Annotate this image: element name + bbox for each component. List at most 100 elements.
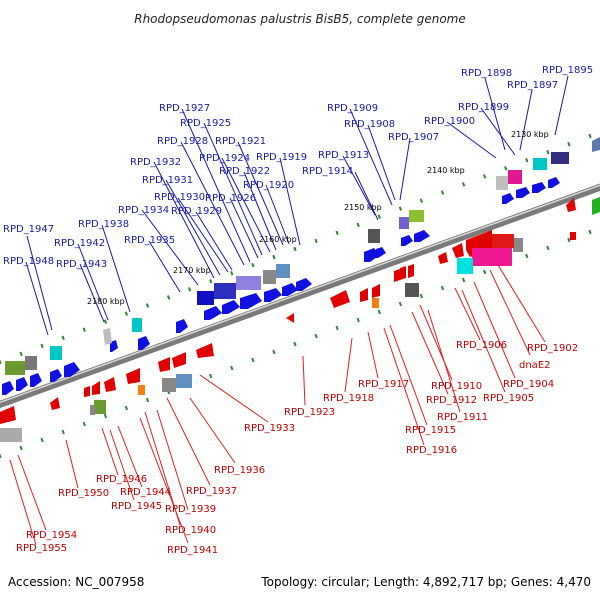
gene-label[interactable]: RPD_1907 [388,132,439,143]
gene-label[interactable]: RPD_1927 [159,103,210,114]
gene-label[interactable]: RPD_1905 [483,393,534,404]
gene-label[interactable]: RPD_1929 [171,206,222,217]
gene-lower [0,428,22,442]
gene-upper [414,230,430,242]
gene-upper [368,229,380,243]
lower-gene-labels: RPD_1902 dnaE2 RPD_1904 RPD_1905 RPD_190… [16,340,578,556]
gene-label[interactable]: RPD_1923 [284,407,335,418]
gene-lower [372,298,379,308]
track-dot [230,365,234,371]
gene-label[interactable]: RPD_1906 [456,340,507,351]
gene-lower [94,400,106,414]
gene-label[interactable]: RPD_1944 [120,487,171,498]
track-dot [293,246,297,252]
track-dot [335,230,339,236]
gene-label[interactable]: RPD_1930 [154,192,205,203]
track-dot [82,327,86,332]
gene-label[interactable]: RPD_1934 [118,205,169,216]
gene-lower [570,232,576,240]
gene-label[interactable]: RPD_1919 [256,152,307,163]
kbp-tick-label: 2170 kbp [173,266,211,275]
track-dot [419,198,424,203]
gene-label[interactable]: RPD_1942 [54,238,105,249]
gene-lower [172,352,186,368]
gene-label[interactable]: RPD_1928 [157,136,208,147]
gene-label[interactable]: RPD_1924 [199,153,250,164]
gene-label[interactable]: RPD_1921 [215,136,266,147]
gene-upper [551,152,569,164]
track-dot [40,343,44,349]
gene-upper [2,381,14,395]
gene-label[interactable]: RPD_1946 [96,474,147,485]
gene-label[interactable]: RPD_1913 [318,150,369,161]
gene-label[interactable]: RPD_1926 [205,193,256,204]
gene-label[interactable]: RPD_1911 [437,412,488,423]
gene-label[interactable]: RPD_1931 [142,175,193,186]
kbp-tick-label: 2150 kbp [344,203,382,212]
gene-label[interactable]: RPD_1955 [16,543,67,554]
gene-label[interactable]: RPD_1935 [124,235,175,246]
gene-lower [330,290,350,308]
gene-upper [236,276,261,290]
gene-label[interactable]: RPD_1897 [507,80,558,91]
gene-label[interactable]: RPD_1899 [458,102,509,113]
gene-label[interactable]: RPD_1918 [323,393,374,404]
track-dot [40,437,44,443]
gene-upper [516,187,530,198]
gene-label[interactable]: RPD_1898 [461,68,512,79]
gene-label[interactable]: RPD_1925 [180,118,231,129]
gene-label[interactable]: RPD_1909 [327,103,378,114]
gene-upper [399,217,409,229]
gene-label[interactable]: RPD_1941 [167,545,218,556]
track-dot [272,254,276,260]
track-dot [251,262,255,268]
gene-label[interactable]: RPD_1940 [165,525,216,536]
gene-label[interactable]: RPD_1943 [56,259,107,270]
track-dot [61,429,65,435]
gene-upper [282,283,298,296]
gene-label[interactable]: RPD_1914 [302,166,353,177]
upper-gene-labels: RPD_1895 RPD_1897 RPD_1898 RPD_1899 RPD_… [3,65,593,270]
gene-upper [533,158,547,170]
gene-label[interactable]: RPD_1915 [405,425,456,436]
gene-label[interactable]: RPD_1937 [186,486,237,497]
gene-label[interactable]: RPD_1916 [406,445,457,456]
gene-lower [405,283,419,297]
kbp-tick-label: 2160 kbp [259,235,297,244]
gene-label[interactable]: RPD_1947 [3,224,54,235]
gene-label[interactable]: RPD_1917 [358,379,409,390]
gene-label[interactable]: RPD_1910 [431,381,482,392]
gene-label[interactable]: RPD_1936 [214,465,265,476]
gene-label[interactable]: RPD_1945 [111,501,162,512]
track-dot [209,279,213,284]
gene-label[interactable]: RPD_1933 [244,423,295,434]
gene-label[interactable]: RPD_1922 [219,166,270,177]
track-dot [230,270,234,276]
gene-label[interactable]: RPD_1908 [344,119,395,130]
gene-label[interactable]: RPD_1932 [130,157,181,168]
gene-label[interactable]: RPD_1902 [527,343,578,354]
track-dot [440,190,445,195]
track-dot [145,303,150,308]
gene-label[interactable]: RPD_1948 [3,256,54,267]
gene-label[interactable]: RPD_1904 [503,379,554,390]
gene-label[interactable]: RPD_1912 [426,395,477,406]
gene-label[interactable]: RPD_1900 [424,116,475,127]
track-dot [482,174,487,179]
gene-label[interactable]: RPD_1920 [243,180,294,191]
kbp-tick-label: 2140 kbp [427,166,465,175]
gene-label[interactable]: dnaE2 [519,360,551,371]
gene-label[interactable]: RPD_1938 [78,219,129,230]
track-dot [356,317,360,323]
gene-label[interactable]: RPD_1954 [26,530,77,541]
gene-lower [472,248,512,266]
gene-upper [176,319,188,333]
gene-label[interactable]: RPD_1895 [542,65,593,76]
gene-label[interactable]: RPD_1950 [58,488,109,499]
gene-upper [132,318,142,332]
gene-upper [548,177,560,188]
gene-lower [452,243,464,258]
track-dot [398,301,403,307]
gene-label[interactable]: RPD_1939 [165,504,216,515]
track-dot [0,359,2,365]
